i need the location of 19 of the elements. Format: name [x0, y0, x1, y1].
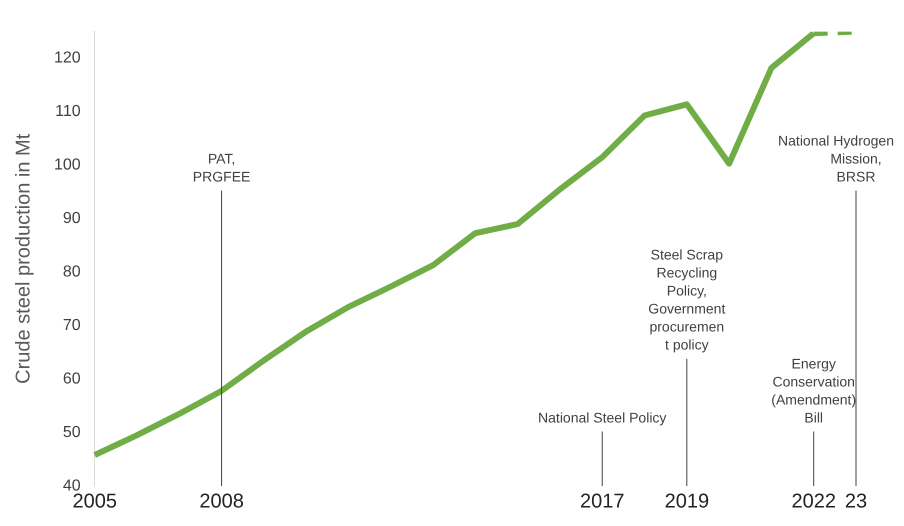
ref-line-label: National Steel Policy: [538, 409, 666, 426]
ref-line-label: Energy Conservation (Amendment) Bill: [771, 355, 856, 426]
y-tick-label: 90: [62, 210, 81, 228]
y-tick-label: 50: [62, 424, 81, 441]
x-tick-label: 2017: [580, 490, 624, 513]
ref-line-label: Steel Scrap Recycling Policy, Government procuremen t policy: [648, 246, 726, 353]
x-tick-label: 2022: [791, 490, 836, 513]
y-tick-label: 110: [55, 103, 81, 120]
x-tick-label: 2008: [199, 490, 244, 513]
y-tick-label: 120: [54, 50, 81, 67]
y-tick-label: 80: [62, 264, 81, 281]
x-tick-label: 23: [844, 490, 868, 513]
x-tick-label: 2019: [664, 490, 710, 513]
ref-line-label: PAT, PRGFEE: [192, 150, 250, 184]
ref-line-label: National Hydrogen Mission, BRSR: [778, 132, 894, 184]
y-tick-label: 60: [62, 370, 81, 388]
y-tick-label: 100: [54, 156, 81, 174]
y-axis-title: Crude steel production in Mt: [12, 133, 35, 384]
y-tick-label: 70: [62, 317, 81, 334]
